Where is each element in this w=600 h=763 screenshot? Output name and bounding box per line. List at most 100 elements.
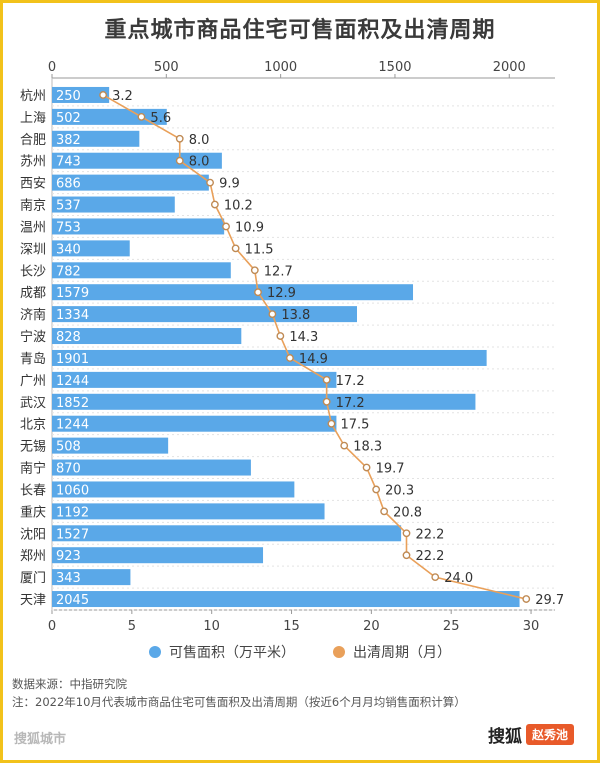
bar xyxy=(52,174,209,191)
category-label: 青岛 xyxy=(20,351,46,367)
watermark: 搜狐 赵秀池 xyxy=(488,722,575,747)
top-axis-tick-label: 0 xyxy=(48,60,56,75)
cycle-value-label: 20.8 xyxy=(393,505,422,520)
bar-value-label: 870 xyxy=(56,462,81,477)
cycle-value-label: 14.3 xyxy=(289,330,318,345)
bar xyxy=(52,503,325,520)
category-label: 北京 xyxy=(20,418,46,433)
cycle-point xyxy=(268,310,277,319)
bar xyxy=(52,108,167,125)
cycle-value-label: 17.2 xyxy=(336,374,365,389)
cycle-point xyxy=(206,178,214,187)
cycle-point xyxy=(250,266,259,275)
bar-value-label: 1244 xyxy=(56,418,89,433)
legend: 可售面积（万平米） 出清周期（月） xyxy=(0,642,600,662)
bottom-axis-tick-label: 0 xyxy=(48,619,56,634)
category-label: 温州 xyxy=(20,220,46,235)
cycle-value-label: 10.9 xyxy=(235,220,264,235)
bar-value-label: 1527 xyxy=(56,527,89,542)
cycle-point xyxy=(322,397,331,406)
category-label: 广州 xyxy=(20,374,46,389)
bottom-axis-tick-label: 25 xyxy=(443,619,460,634)
bar xyxy=(52,525,402,542)
cycle-value-label: 18.3 xyxy=(353,440,382,455)
cycle-value-label: 17.5 xyxy=(340,418,369,433)
cycle-point xyxy=(254,288,262,297)
cycle-value-label: 9.9 xyxy=(219,177,240,192)
category-label: 长沙 xyxy=(20,264,46,279)
category-label: 深圳 xyxy=(20,242,46,257)
cycle-value-label: 3.2 xyxy=(112,89,133,104)
watermark-badge: 赵秀池 xyxy=(526,724,575,745)
legend-item-area: 可售面积（万平米） xyxy=(149,642,295,662)
chart-title: 重点城市商品住宅可售面积及出清周期 xyxy=(104,18,496,43)
cycle-point xyxy=(286,354,294,362)
category-label: 上海 xyxy=(20,111,46,126)
category-label: 杭州 xyxy=(20,89,46,104)
cycle-value-label: 5.6 xyxy=(150,111,171,126)
category-label: 西安 xyxy=(20,177,46,192)
bar-value-label: 1579 xyxy=(56,286,89,301)
bar-value-label: 743 xyxy=(56,155,81,170)
category-label: 郑州 xyxy=(20,549,46,564)
bar-value-label: 686 xyxy=(56,177,81,192)
bottom-axis-tick-label: 20 xyxy=(363,619,380,634)
bar xyxy=(52,415,337,432)
cycle-value-label: 22.2 xyxy=(415,549,444,564)
bottom-axis-tick-label: 30 xyxy=(523,619,540,634)
bar-value-label: 828 xyxy=(56,330,81,345)
cycle-value-label: 14.9 xyxy=(299,352,328,367)
bar xyxy=(52,284,414,301)
bar xyxy=(52,459,251,476)
bar-value-label: 753 xyxy=(56,220,81,235)
bar xyxy=(52,371,337,388)
bar-value-label: 1901 xyxy=(56,352,89,367)
bar-value-label: 1334 xyxy=(56,308,89,323)
cycle-value-label: 29.7 xyxy=(535,593,564,608)
bar-value-label: 1852 xyxy=(56,396,89,411)
bar xyxy=(52,547,264,564)
cycle-value-label: 24.0 xyxy=(444,571,473,586)
bar-value-label: 508 xyxy=(56,440,81,455)
cycle-point xyxy=(231,244,240,253)
category-label: 苏州 xyxy=(20,154,46,170)
cycle-point xyxy=(175,134,184,143)
cycle-point xyxy=(402,551,411,560)
watermark-text: 搜狐 xyxy=(488,727,522,747)
cycle-point xyxy=(362,463,371,472)
cycle-point xyxy=(380,507,389,516)
cycle-value-label: 19.7 xyxy=(376,462,405,477)
bottom-axis-tick-label: 15 xyxy=(283,619,300,634)
cycle-point xyxy=(175,156,184,165)
bar xyxy=(52,130,140,147)
bar xyxy=(52,328,242,345)
bar xyxy=(52,86,110,103)
cycle-value-label: 11.5 xyxy=(245,242,274,257)
bar-value-label: 1192 xyxy=(56,505,89,520)
cycle-value-label: 10.2 xyxy=(224,199,253,214)
bar xyxy=(52,591,520,608)
category-label: 南京 xyxy=(20,198,46,214)
top-axis-tick-label: 1000 xyxy=(264,60,297,75)
bar-value-label: 340 xyxy=(56,242,81,257)
cycle-line xyxy=(102,94,527,600)
category-label: 重庆 xyxy=(20,504,46,520)
bar xyxy=(52,349,487,366)
category-label: 宁波 xyxy=(20,329,46,345)
bar xyxy=(52,393,476,410)
bar xyxy=(52,262,231,279)
category-label: 沈阳 xyxy=(20,527,46,542)
cycle-value-label: 13.8 xyxy=(281,308,310,323)
legend-cycle-swatch xyxy=(333,646,345,658)
top-axis-tick-label: 1500 xyxy=(378,60,411,75)
legend-area-swatch xyxy=(149,646,161,658)
cycle-point xyxy=(522,595,531,603)
cycle-point xyxy=(276,332,285,340)
bar-value-label: 343 xyxy=(56,571,81,586)
category-label: 南宁 xyxy=(20,461,46,477)
category-label: 合肥 xyxy=(20,133,46,148)
legend-area-label: 可售面积（万平米） xyxy=(169,645,295,661)
bar-value-label: 2045 xyxy=(56,593,89,608)
data-source: 数据来源：中指研究院 xyxy=(12,677,127,691)
top-axis-tick-label: 2000 xyxy=(493,60,526,75)
